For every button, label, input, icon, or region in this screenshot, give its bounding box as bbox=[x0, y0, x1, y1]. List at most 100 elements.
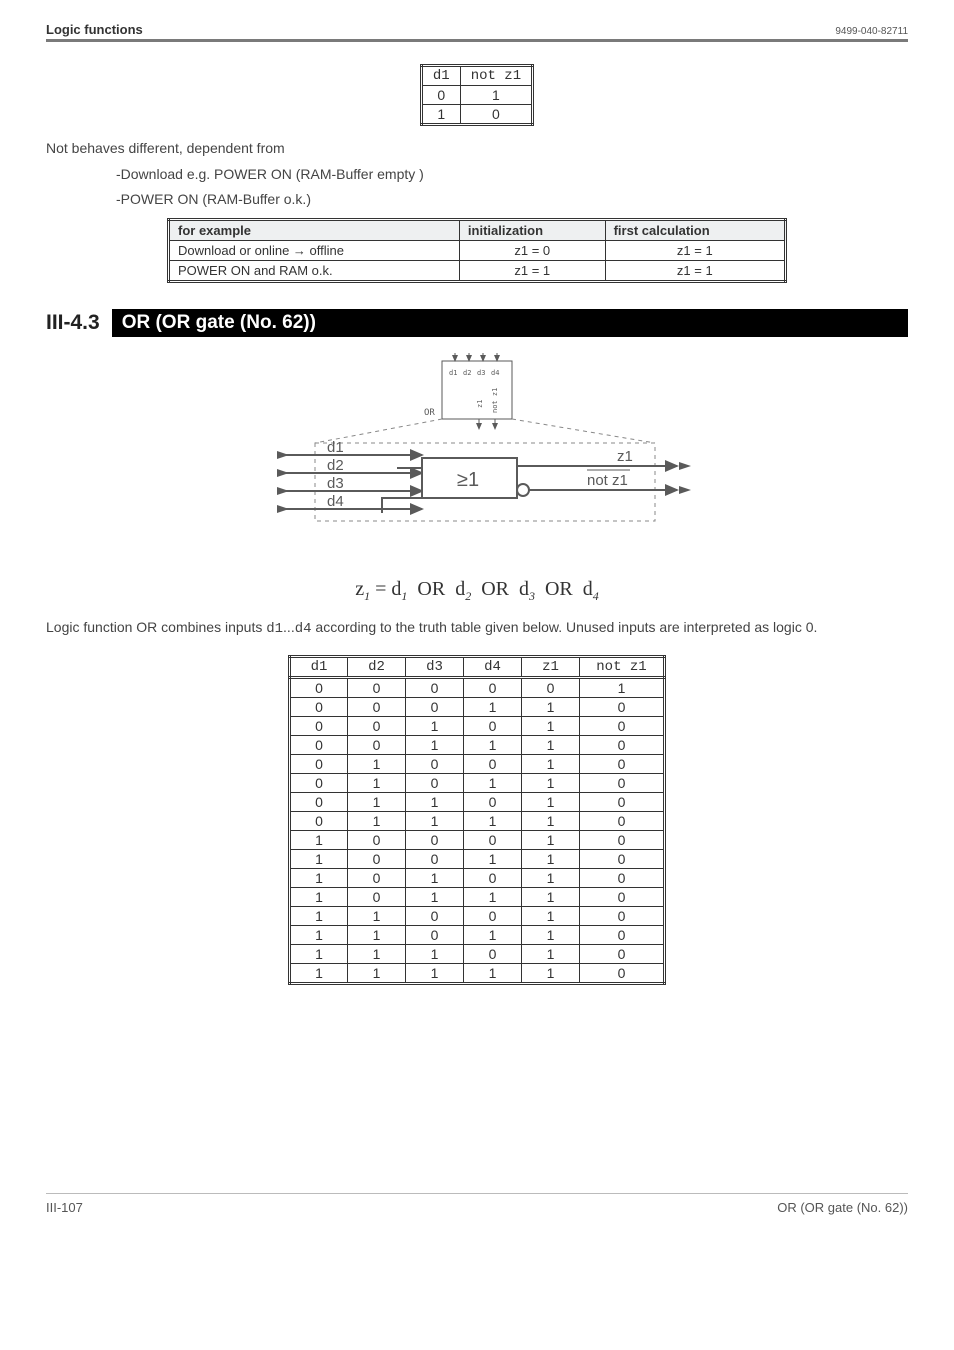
truth-cell: 0 bbox=[580, 945, 665, 964]
truth-row: 111110 bbox=[290, 964, 665, 984]
behaves-list: -Download e.g. POWER ON (RAM-Buffer empt… bbox=[116, 162, 908, 212]
truth-cell: 1 bbox=[464, 812, 522, 831]
truth-cell: 0 bbox=[348, 850, 406, 869]
truth-cell: 1 bbox=[464, 926, 522, 945]
truth-cell: 1 bbox=[290, 907, 348, 926]
init-header: for example bbox=[169, 220, 460, 241]
not-header-d1: d1 bbox=[421, 66, 460, 86]
truth-cell: 1 bbox=[464, 698, 522, 717]
truth-cell: 1 bbox=[580, 678, 665, 698]
truth-cell: 1 bbox=[522, 869, 580, 888]
truth-cell: 0 bbox=[406, 926, 464, 945]
truth-cell: 1 bbox=[348, 964, 406, 984]
truth-cell: 1 bbox=[522, 755, 580, 774]
header-left: Logic functions bbox=[46, 22, 143, 37]
page-footer: III-107 OR (OR gate (No. 62)) bbox=[46, 1193, 908, 1215]
truth-cell: 0 bbox=[464, 945, 522, 964]
truth-cell: 0 bbox=[464, 907, 522, 926]
eq-eq: = bbox=[375, 578, 386, 600]
truth-cell: 0 bbox=[290, 793, 348, 812]
truth-cell: 1 bbox=[290, 888, 348, 907]
truth-cell: 1 bbox=[522, 831, 580, 850]
or-equation: z1 = d1 OR d2 OR d3 OR d4 bbox=[46, 578, 908, 604]
truth-cell: 1 bbox=[406, 793, 464, 812]
truth-cell: 0 bbox=[580, 774, 665, 793]
truth-cell: 0 bbox=[580, 831, 665, 850]
truth-header: not z1 bbox=[580, 657, 665, 678]
truth-row: 111010 bbox=[290, 945, 665, 964]
truth-cell: 0 bbox=[348, 869, 406, 888]
truth-cell: 1 bbox=[348, 774, 406, 793]
truth-header-row: d1 d2 d3 d4 z1 not z1 bbox=[290, 657, 665, 678]
truth-row: 000110 bbox=[290, 698, 665, 717]
truth-cell: 0 bbox=[348, 888, 406, 907]
section-header: III-4.3 OR (OR gate (No. 62)) bbox=[46, 309, 908, 337]
truth-cell: 0 bbox=[580, 717, 665, 736]
truth-header: d1 bbox=[290, 657, 348, 678]
init-cell: Download or online → offline bbox=[169, 241, 460, 261]
eq-d4: d bbox=[583, 578, 593, 600]
truth-cell: 0 bbox=[580, 888, 665, 907]
header-right: 9499-040-82711 bbox=[835, 26, 908, 37]
truth-cell: 0 bbox=[406, 755, 464, 774]
init-cell: z1 = 1 bbox=[605, 241, 785, 261]
truth-cell: 1 bbox=[290, 869, 348, 888]
truth-cell: 1 bbox=[348, 755, 406, 774]
behaves-item: -Download e.g. POWER ON (RAM-Buffer empt… bbox=[116, 162, 908, 187]
desc-d4: d4 bbox=[295, 621, 312, 637]
truth-cell: 0 bbox=[580, 964, 665, 984]
truth-cell: 1 bbox=[290, 831, 348, 850]
truth-cell: 0 bbox=[464, 869, 522, 888]
truth-cell: 1 bbox=[522, 888, 580, 907]
truth-cell: 0 bbox=[580, 869, 665, 888]
svg-text:z1: z1 bbox=[476, 400, 484, 408]
eq-op2: OR bbox=[481, 578, 509, 600]
truth-header: z1 bbox=[522, 657, 580, 678]
truth-cell: 0 bbox=[290, 698, 348, 717]
truth-cell: 0 bbox=[348, 736, 406, 755]
init-table: for example initialization first calcula… bbox=[167, 218, 787, 283]
init-header: first calculation bbox=[605, 220, 785, 241]
desc-pre: Logic function OR combines inputs bbox=[46, 619, 266, 635]
svg-text:z1: z1 bbox=[617, 448, 633, 465]
truth-row: 101010 bbox=[290, 869, 665, 888]
eq-op1: OR bbox=[417, 578, 445, 600]
svg-text:d4: d4 bbox=[327, 493, 344, 510]
truth-cell: 0 bbox=[464, 755, 522, 774]
footer-right: OR (OR gate (No. 62)) bbox=[777, 1200, 908, 1215]
truth-cell: 0 bbox=[464, 678, 522, 698]
truth-cell: 0 bbox=[290, 774, 348, 793]
not-cell: 0 bbox=[460, 105, 532, 125]
eq-lhs: z bbox=[355, 578, 364, 600]
svg-text:d2: d2 bbox=[463, 369, 471, 377]
eq-d3: d bbox=[519, 578, 529, 600]
or-description: Logic function OR combines inputs d1...d… bbox=[46, 618, 908, 639]
truth-cell: 0 bbox=[348, 717, 406, 736]
truth-cell: 1 bbox=[464, 964, 522, 984]
svg-text:d1: d1 bbox=[327, 439, 344, 456]
section-number: III-4.3 bbox=[46, 309, 112, 337]
eq-lhs-sub: 1 bbox=[364, 589, 370, 603]
page-header: Logic functions 9499-040-82711 bbox=[46, 22, 908, 42]
truth-cell: 0 bbox=[290, 812, 348, 831]
truth-cell: 1 bbox=[348, 945, 406, 964]
truth-cell: 0 bbox=[348, 831, 406, 850]
truth-cell: 0 bbox=[580, 907, 665, 926]
truth-cell: 0 bbox=[406, 774, 464, 793]
truth-header: d2 bbox=[348, 657, 406, 678]
truth-cell: 0 bbox=[406, 907, 464, 926]
svg-text:not z1: not z1 bbox=[587, 472, 628, 489]
truth-row: 011010 bbox=[290, 793, 665, 812]
truth-cell: 1 bbox=[348, 907, 406, 926]
truth-cell: 1 bbox=[290, 964, 348, 984]
truth-cell: 0 bbox=[580, 850, 665, 869]
eq-op3: OR bbox=[545, 578, 573, 600]
desc-dots: ... bbox=[283, 619, 295, 635]
truth-cell: 1 bbox=[348, 793, 406, 812]
init-cell: z1 = 1 bbox=[459, 261, 605, 282]
truth-cell: 1 bbox=[522, 812, 580, 831]
truth-cell: 1 bbox=[348, 812, 406, 831]
eq-d2-sub: 2 bbox=[465, 589, 471, 603]
svg-text:d3: d3 bbox=[327, 475, 344, 492]
truth-cell: 0 bbox=[580, 812, 665, 831]
